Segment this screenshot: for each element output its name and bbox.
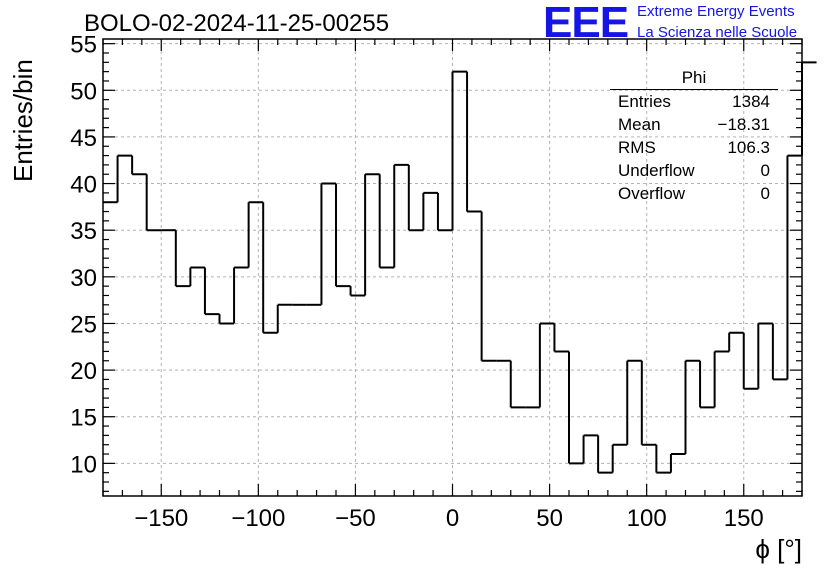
y-axis-label: Entries/bin [8,59,38,182]
logo-line-1: Extreme Energy Events [637,3,795,20]
histogram-bin [262,202,278,334]
x-tick-label: 150 [724,505,764,532]
histogram-bin [335,183,351,288]
stats-value: 0 [760,161,770,180]
histogram-bin [509,360,526,409]
histogram-bin [728,331,744,352]
histogram-bin [422,191,438,231]
stats-row-underflow: Underflow 0 [610,159,778,182]
stats-label: RMS [618,138,656,157]
histogram-bin [233,266,249,324]
histogram-bin [640,360,657,446]
histogram-bin [247,201,264,268]
histogram-bin [771,323,788,381]
stats-value: 1384 [732,92,770,111]
y-tick-label: 50 [70,78,97,105]
stats-row-entries: Entries 1384 [610,90,778,113]
histogram-bin [407,164,424,232]
y-tick-label: 30 [70,265,97,292]
histogram-bin [364,173,380,296]
histogram-bin [568,351,584,465]
histogram-bin [378,174,395,269]
plot-frame [102,38,803,497]
histogram-bin [699,360,715,409]
histogram-bin [801,61,817,156]
histogram-bin [611,443,628,473]
x-tick-label: −100 [231,505,285,532]
histogram-bin [538,322,555,408]
histogram-bin [684,359,701,455]
histogram-series [103,61,817,474]
stats-value: 106.3 [727,138,770,157]
histogram-bin [131,155,147,176]
histogram-bin [436,192,453,232]
histogram-bin [466,71,482,213]
histogram-bin [655,444,671,474]
histogram-bin [626,359,642,445]
histogram-bin [757,322,773,389]
stats-label: Entries [618,92,671,111]
histogram-bin [713,350,730,408]
stats-box: Phi Entries 1384 Mean −18.31 RMS 106.3 U… [610,67,778,205]
histogram-bin [203,267,220,316]
histogram-bin [582,434,599,464]
eee-logo: EEE [543,0,629,47]
x-tick-label: 0 [446,505,459,532]
stats-label: Underflow [618,161,695,180]
y-tick-label: 10 [70,451,97,478]
stats-label: Overflow [618,184,686,203]
histogram-bin [553,323,569,353]
y-tick-label: 15 [70,405,97,432]
histogram-bin [145,174,162,232]
histogram-bin [669,453,686,473]
histogram-bin [320,182,336,305]
x-tick-label: 50 [536,505,563,532]
histogram-bin [174,230,191,288]
y-tick-label: 40 [70,172,97,199]
x-axis-label: ϕ [°] [755,534,802,564]
x-tick-label: −50 [335,505,376,532]
stats-title: Phi [610,67,778,90]
y-tick-label: 45 [70,125,97,152]
y-tick-label: 35 [70,218,97,245]
histogram-bin [218,314,235,325]
histogram-bin [786,154,802,380]
histogram-bin [393,163,409,268]
y-tick-label: 55 [70,32,97,59]
stats-row-mean: Mean −18.31 [610,113,778,136]
y-tick-label: 25 [70,311,97,338]
histogram-bin [189,266,205,287]
axis-tick-labels: −150 −100 −50 0 50 100 150 10 15 20 25 30 35 40 45 50 55 [70,32,763,532]
histogram-bin [276,303,293,333]
stats-label: Mean [618,115,661,134]
stats-value: 0 [760,184,770,203]
y-tick-label: 20 [70,358,97,385]
x-tick-label: −150 [134,505,188,532]
stats-row-rms: RMS 106.3 [610,136,778,159]
x-tick-label: 100 [627,505,667,532]
run-title: BOLO-02-2024-11-25-00255 [84,10,390,37]
logo-line-2: La Scienza nelle Scuole [637,24,798,41]
histogram-bin [451,70,468,231]
histogram-bin [349,286,366,297]
histogram-bin [597,435,613,474]
histogram-bin [116,154,133,203]
stats-row-overflow: Overflow 0 [610,182,778,205]
histogram-bin [742,332,759,390]
histogram-bin [480,211,497,362]
stats-value: −18.31 [717,115,770,134]
